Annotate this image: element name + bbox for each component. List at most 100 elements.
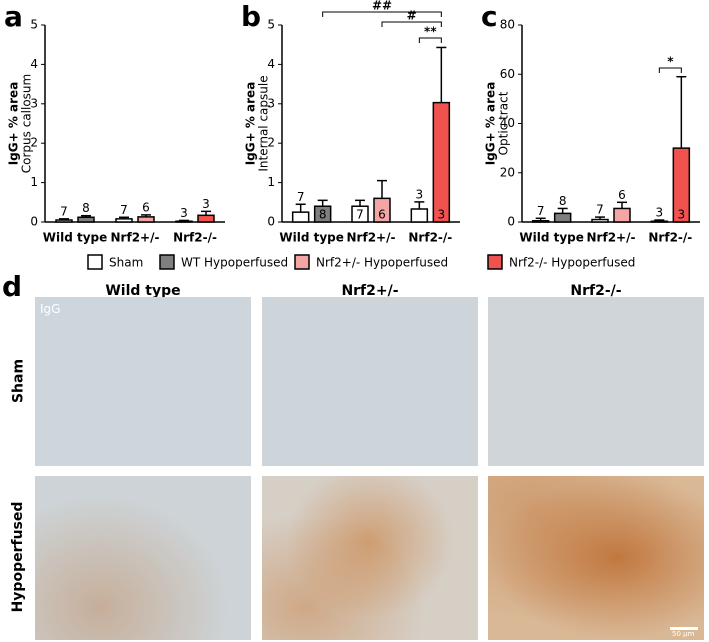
y-tick-label: 3	[30, 96, 38, 110]
y-axis-subtitle: Optic tract	[497, 91, 511, 155]
bar	[175, 220, 193, 223]
bar	[197, 214, 215, 223]
bar	[553, 212, 572, 223]
n-label: 6	[142, 200, 150, 214]
column-header: Nrf2+/-	[341, 283, 399, 299]
significance-label: #	[407, 9, 417, 23]
x-tick-label: Nrf2+/-	[347, 231, 396, 245]
x-tick-label: Nrf2-/-	[648, 231, 692, 245]
y-tick-label: 40	[500, 116, 515, 130]
y-tick-label: 4	[30, 57, 38, 71]
y-axis-subtitle: Corpus callosum	[20, 74, 34, 173]
bar	[410, 208, 429, 223]
significance-bracket	[381, 21, 442, 27]
significance-label: **	[424, 25, 437, 39]
significance-label: *	[667, 55, 674, 69]
n-label: 3	[180, 206, 188, 220]
n-label: 3	[678, 208, 686, 222]
legend-label: Nrf2-/- Hypoperfused	[509, 256, 635, 270]
y-tick-label: 20	[500, 165, 515, 179]
y-tick-label: 0	[267, 215, 275, 229]
y-tick-label: 1	[267, 175, 275, 189]
n-label: 8	[559, 194, 567, 208]
scale-bar	[670, 627, 698, 630]
bar	[373, 197, 391, 223]
y-tick-label: 0	[30, 215, 38, 229]
n-label: 6	[378, 208, 386, 222]
n-label: 7	[120, 203, 128, 217]
row-header: Hypoperfused	[10, 501, 26, 613]
y-tick-label: 5	[267, 18, 275, 32]
significance-bracket	[658, 67, 682, 73]
legend-label: WT Hypoperfused	[181, 256, 288, 270]
n-label: 3	[438, 208, 446, 222]
row-header: Sham	[10, 358, 26, 403]
legend-swatch	[487, 254, 503, 270]
x-tick-label: Wild type	[43, 231, 108, 245]
panel-letter: b	[241, 0, 261, 33]
y-tick-label: 5	[30, 18, 38, 32]
y-tick-label: 80	[500, 18, 515, 32]
n-label: 8	[82, 201, 90, 215]
column-header: Wild type	[105, 283, 181, 299]
x-tick-label: Nrf2+/-	[587, 231, 636, 245]
bar	[613, 207, 631, 223]
y-axis-subtitle: Internal capsule	[257, 75, 271, 171]
y-tick-label: 60	[500, 67, 515, 81]
panel-letter: c	[481, 0, 498, 33]
column-header: Nrf2-/-	[570, 283, 622, 299]
y-tick-label: 0	[507, 215, 515, 229]
micrograph	[262, 297, 478, 466]
y-tick-label: 4	[267, 57, 275, 71]
panel-letter: d	[2, 270, 23, 303]
n-label: 7	[596, 203, 604, 217]
bar	[650, 220, 669, 223]
y-tick-label: 2	[267, 136, 275, 150]
n-label: 7	[297, 190, 305, 204]
n-label: 3	[416, 187, 424, 201]
micrograph	[35, 476, 251, 640]
n-label: 8	[319, 208, 327, 222]
bar	[432, 101, 451, 223]
bar	[531, 220, 550, 223]
y-axis-title: IgG+ % area	[7, 82, 21, 166]
significance-label: ##	[372, 0, 392, 13]
bar	[351, 205, 369, 223]
bar	[55, 219, 73, 223]
n-label: 7	[356, 208, 364, 222]
bar	[77, 216, 95, 223]
scale-label: 50 µm	[672, 630, 695, 638]
y-axis-title: IgG+ % area	[244, 82, 258, 166]
bar	[591, 218, 609, 223]
y-tick-label: 2	[30, 136, 38, 150]
x-tick-label: Nrf2-/-	[173, 231, 217, 245]
bar	[137, 216, 155, 223]
x-tick-label: Nrf2+/-	[111, 231, 160, 245]
n-label: 3	[202, 197, 210, 211]
legend-label: Sham	[109, 256, 143, 270]
stain-label: IgG	[40, 302, 61, 316]
micrograph	[262, 476, 478, 640]
bar	[115, 218, 133, 223]
micrograph	[35, 297, 251, 466]
panel-letter: a	[4, 0, 23, 33]
n-label: 6	[618, 188, 626, 202]
y-axis-title: IgG+ % area	[484, 82, 498, 166]
significance-bracket	[418, 37, 442, 43]
legend-swatch	[87, 254, 103, 270]
significance-bracket	[322, 11, 442, 17]
micrograph	[488, 476, 704, 640]
bar	[672, 147, 691, 223]
n-label: 3	[656, 206, 664, 220]
n-label: 7	[537, 204, 545, 218]
bar	[313, 205, 332, 223]
x-tick-label: Wild type	[519, 231, 584, 245]
micrograph	[488, 297, 704, 466]
legend-label: Nrf2+/- Hypoperfused	[316, 256, 448, 270]
bar	[291, 211, 310, 223]
legend-swatch	[294, 254, 310, 270]
x-tick-label: Nrf2-/-	[408, 231, 452, 245]
y-tick-label: 1	[30, 175, 38, 189]
